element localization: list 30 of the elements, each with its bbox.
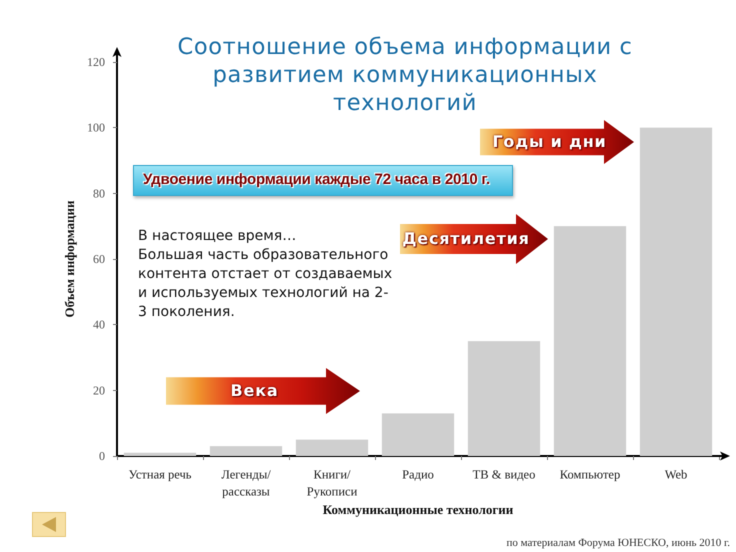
bar — [640, 128, 712, 456]
y-tick-label: 100 — [87, 120, 105, 135]
annotation: Удвоение информации каждые 72 часа в 2010 г. — [143, 171, 490, 188]
x-tick-label: Легенды/ рассказы — [221, 468, 272, 498]
y-tick-label: 60 — [93, 252, 105, 266]
x-tick-label: Компьютер — [560, 468, 620, 482]
x-tick-label: Web — [664, 468, 688, 482]
banner: Удвоение информации каждые 72 часа в 2010 г. — [133, 165, 513, 196]
y-tick-label: 20 — [93, 383, 105, 398]
y-tick-label: 120 — [87, 55, 105, 69]
x-tick-label: ТВ & видео — [472, 468, 536, 482]
bar — [210, 446, 282, 456]
y-axis-title: Объем информации — [62, 200, 78, 318]
bar — [554, 226, 626, 456]
x-tick-label: Радио — [402, 468, 434, 482]
bar — [296, 440, 368, 456]
text: по материалам Форума ЮНЕСКО, июнь 2010 г. — [506, 537, 730, 549]
annotation: В настоящее время… Большая часть образовательного контента отстает от создаваемых и используемых технологий на 2-3 поколения. — [138, 227, 394, 322]
x-axis-title: Коммуникационные технологии — [322, 502, 514, 517]
y-tick-label: 80 — [93, 186, 105, 200]
x-tick-label: Устная речь — [128, 468, 192, 482]
annotation: Годы и дни — [492, 132, 607, 151]
chart-title: Соотношение объема информации с развитием коммуникационных технологий — [178, 33, 632, 117]
x-tick-label: Книги/ Рукописи — [306, 468, 358, 498]
y-tick-label: 0 — [99, 449, 105, 463]
bar — [124, 452, 196, 456]
bar — [382, 413, 454, 456]
bar — [468, 341, 540, 456]
y-tick-label: 40 — [93, 318, 105, 332]
annotation: Века — [230, 381, 278, 400]
